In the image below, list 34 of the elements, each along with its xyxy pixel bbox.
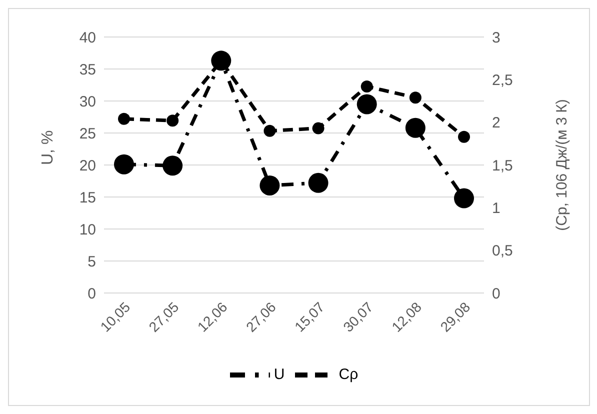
y-tick-label: 35 — [79, 61, 96, 78]
point — [405, 118, 426, 138]
point — [356, 94, 377, 114]
y2-tick-label: 1,5 — [492, 157, 513, 174]
y2-tick-label: 2,5 — [492, 72, 513, 89]
y-tick-label: 5 — [88, 253, 96, 270]
y2-tick-label: 3 — [492, 29, 500, 46]
y-tick-label: 15 — [79, 189, 96, 206]
y-tick-label: 20 — [79, 157, 96, 174]
y-tick-label: 0 — [88, 285, 96, 302]
y2-tick-label: 2 — [492, 114, 500, 132]
y2-tick-label: 0 — [492, 285, 500, 302]
point — [264, 124, 276, 137]
point — [409, 92, 422, 104]
y-axis-title: U, % — [40, 130, 57, 165]
y-tick-label: 30 — [79, 93, 96, 110]
y2-axis-title: (Ср, 106 Дж/(м 3 К) — [553, 99, 570, 231]
legend-label: U — [274, 366, 285, 383]
point — [162, 156, 183, 176]
y-tick-label: 25 — [79, 125, 96, 142]
legend-label: Cρ — [338, 366, 358, 383]
y2-tick-label: 0,5 — [492, 242, 513, 260]
point — [118, 112, 130, 125]
point — [458, 130, 470, 143]
point — [166, 114, 179, 127]
point — [312, 122, 324, 134]
point — [308, 172, 328, 193]
point — [360, 80, 373, 92]
point — [114, 154, 134, 174]
y-tick-label: 10 — [79, 221, 96, 238]
point — [454, 188, 474, 208]
point — [260, 175, 280, 196]
y2-tick-label: 1 — [492, 200, 500, 217]
y-tick-label: 40 — [79, 29, 96, 46]
